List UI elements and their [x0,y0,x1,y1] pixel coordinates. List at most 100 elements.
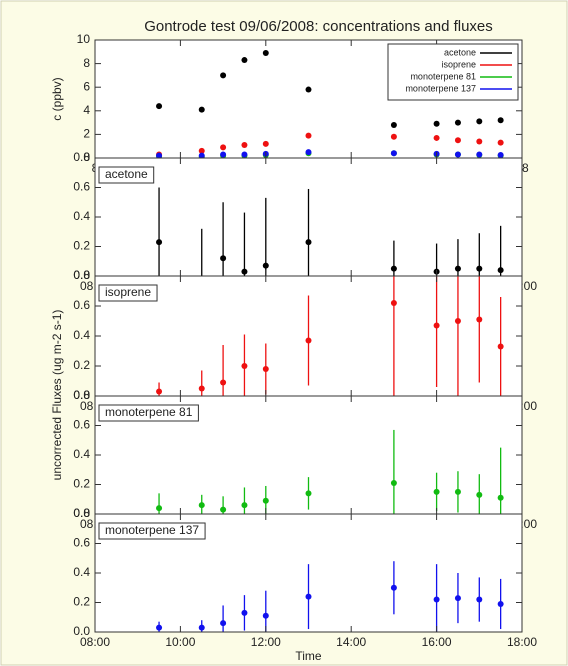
data-point [390,121,397,128]
data-point [241,151,248,158]
y-tick-label: 0.0 [73,506,90,520]
data-point [305,239,312,246]
data-point [198,147,205,154]
panel-label: acetone [105,167,148,181]
y-tick-label: 0.8 [73,388,90,402]
data-point [241,268,248,275]
y-tick-label: 4 [83,103,90,117]
y-tick-label: 0.4 [73,447,90,461]
panel-label-box [98,522,206,540]
y-axis-label: uncorrected Fluxes (ug m-2 s-1) [50,310,64,481]
data-point [390,265,397,272]
data-point [220,255,227,262]
data-point [198,152,205,158]
data-point [262,49,269,56]
y-tick-label: 0.0 [73,624,90,638]
plot-marks [156,429,504,514]
legend-label: acetone [444,47,476,57]
y-tick-label: 0 [83,150,90,164]
data-point [390,133,397,140]
data-point [433,488,440,495]
y-axis-label: c (ppbv) [50,77,64,120]
data-point [476,151,483,158]
panel-label-box [98,284,158,302]
data-point [433,322,440,329]
y-tick-label: 0.2 [73,477,90,491]
y-tick-label: 0.6 [73,536,90,550]
x-tick-label: 16:00 [422,635,452,649]
data-point [198,624,205,631]
data-point [497,343,504,350]
y-tick-label: 10 [77,32,91,46]
plot-marks [156,561,504,632]
y-tick-label: 0.2 [73,239,90,253]
y-tick-label: 0.4 [73,565,90,579]
data-point [433,596,440,603]
x-tick-label: 12:00 [251,635,281,649]
chart-title: Gontrode test 09/06/2008: concentrations… [144,18,493,35]
y-tick-label: 0.8 [73,506,90,520]
panel-label-box [98,166,155,184]
data-point [454,119,461,126]
data-point [305,86,312,93]
data-point [156,388,163,395]
data-point [198,502,205,509]
data-point [305,337,312,344]
data-point [454,151,461,158]
data-point [262,262,269,269]
x-tick-label: 10:00 [165,635,195,649]
data-point [305,149,312,156]
data-point [305,490,312,497]
x-axis-label: Time [295,649,322,663]
y-tick-label: 0.6 [73,180,90,194]
panel-label: isoprene [105,285,151,299]
y-tick-label: 0.8 [73,268,90,282]
data-point [497,117,504,124]
y-tick-label: 0.0 [73,268,90,282]
panel-label: monoterpene 137 [105,523,199,537]
data-point [497,139,504,146]
data-point [262,612,269,619]
data-point [156,239,163,246]
data-point [476,265,483,272]
panel-label-box [98,404,199,422]
data-point [454,265,461,272]
legend-label: monoterpene 137 [405,83,476,93]
data-point [454,137,461,144]
data-point [198,106,205,113]
y-tick-label: 0.2 [73,595,90,609]
data-point [433,120,440,127]
data-point [476,596,483,603]
data-point [476,118,483,125]
data-point [156,505,163,512]
data-point [220,506,227,513]
y-tick-label: 6 [83,79,90,93]
data-point [476,316,483,323]
x-tick-label: 08:00 [80,635,110,649]
data-point [220,144,227,151]
data-point [220,620,227,627]
data-point [241,609,248,616]
data-point [454,595,461,602]
y-tick-label: 0.6 [73,418,90,432]
data-point [454,488,461,495]
data-point [241,142,248,149]
data-point [390,480,397,487]
x-tick-label: 18:00 [507,635,537,649]
data-point [198,385,205,392]
y-tick-label: 0.4 [73,328,90,342]
legend-label: isoprene [441,59,476,69]
panel-label: monoterpene 81 [105,405,193,419]
data-point [241,363,248,369]
data-point [220,72,227,79]
data-point [390,150,397,157]
data-point [262,497,269,504]
data-point [497,600,504,607]
data-point [454,318,461,324]
data-point [305,132,312,139]
x-tick-label: 14:00 [336,635,366,649]
data-point [497,494,504,501]
data-point [241,502,248,509]
legend-label: monoterpene 81 [410,71,476,81]
